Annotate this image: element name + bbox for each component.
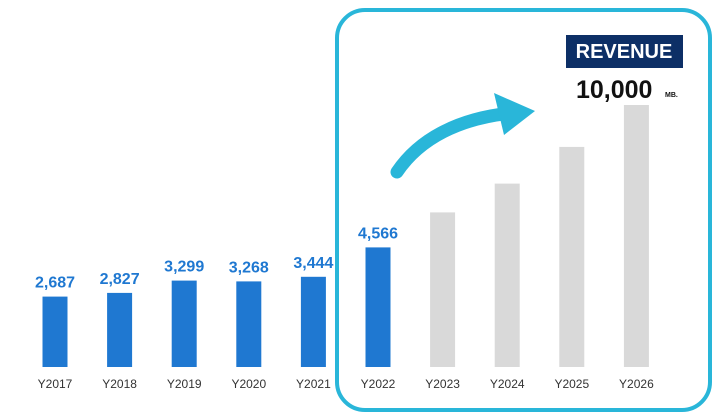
curved-arrow-icon — [390, 106, 519, 179]
value-label-y2021: 3,444 — [293, 255, 333, 272]
bar-y2026 — [623, 105, 649, 367]
curved-arrow-head — [494, 93, 535, 135]
bar-y2020 — [236, 281, 262, 367]
value-label-y2019: 3,299 — [164, 259, 204, 276]
value-label-y2017: 2,687 — [35, 275, 75, 292]
x-tick-label-y2025: Y2025 — [554, 377, 589, 391]
x-tick-label-y2019: Y2019 — [167, 377, 202, 391]
bar-y2017 — [42, 296, 68, 367]
x-tick-label-y2018: Y2018 — [102, 377, 137, 391]
bar-y2021 — [300, 276, 326, 367]
x-tick-label-y2017: Y2017 — [38, 377, 73, 391]
bar-y2018 — [107, 292, 133, 367]
value-label-y2022: 4,566 — [358, 225, 398, 242]
x-tick-label-y2024: Y2024 — [490, 377, 525, 391]
x-tick-label-y2026: Y2026 — [619, 377, 654, 391]
x-tick-labels-group: Y2017 Y2018 Y2019 Y2020 Y2021 Y2022 Y2023 Y2024… — [38, 377, 654, 391]
chart-title: REVENUE — [576, 41, 673, 63]
bar-y2022 — [365, 247, 391, 367]
bar-y2025 — [559, 146, 585, 367]
bar-y2024 — [494, 183, 520, 367]
value-label-y2020: 3,268 — [229, 259, 269, 276]
value-label-y2018: 2,827 — [100, 271, 140, 288]
bar-y2023 — [430, 212, 456, 367]
x-tick-label-y2020: Y2020 — [231, 377, 266, 391]
highlight-value: 10,000 — [576, 76, 652, 104]
bars-group — [42, 105, 649, 367]
projection-highlight-frame — [335, 8, 712, 412]
value-labels-group: 2,687 2,827 3,299 3,268 3,444 4,566 — [35, 225, 398, 291]
highlight-unit: MB. — [665, 92, 678, 99]
chart-title-box — [566, 35, 683, 68]
x-tick-label-y2022: Y2022 — [361, 377, 396, 391]
x-tick-label-y2023: Y2023 — [425, 377, 460, 391]
x-tick-label-y2021: Y2021 — [296, 377, 331, 391]
bar-y2019 — [171, 280, 197, 367]
